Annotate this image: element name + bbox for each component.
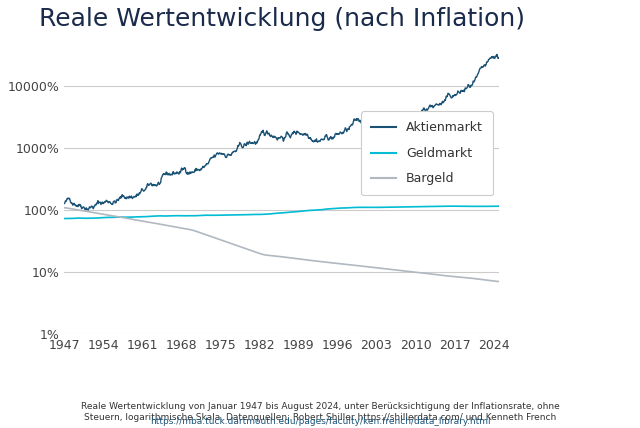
Title: Reale Wertentwicklung (nach Inflation): Reale Wertentwicklung (nach Inflation) (38, 7, 525, 31)
Geldmarkt (146, 214, 154, 219)
Aktienmarkt (493, 52, 500, 57)
Geldmarkt (156, 213, 164, 218)
Text: Reale Wertentwicklung von Januar 1947 bis August 2024, unter Berücksichtigung de: Reale Wertentwicklung von Januar 1947 bi… (81, 402, 559, 422)
Geldmarkt (77, 216, 85, 221)
Geldmarkt (263, 211, 271, 217)
Bargeld (146, 220, 154, 225)
Line: Bargeld: Bargeld (64, 208, 499, 282)
Bargeld (134, 218, 142, 223)
Geldmarkt (449, 204, 456, 209)
Bargeld (495, 279, 502, 284)
Bargeld (263, 253, 271, 258)
Aktienmarkt (84, 208, 92, 213)
Bargeld (357, 264, 365, 269)
Aktienmarkt (60, 201, 68, 206)
Aktienmarkt (495, 55, 502, 60)
Bargeld (60, 205, 68, 210)
Geldmarkt (134, 214, 142, 220)
Text: https://mba.tuck.dartmouth.edu/pages/faculty/ken.french/data_library.html: https://mba.tuck.dartmouth.edu/pages/fac… (150, 417, 490, 426)
Aktienmarkt (77, 205, 85, 210)
Geldmarkt (60, 216, 68, 221)
Aktienmarkt (134, 193, 142, 198)
Aktienmarkt (263, 130, 271, 135)
Aktienmarkt (156, 181, 164, 186)
Aktienmarkt (358, 121, 365, 126)
Geldmarkt (495, 204, 502, 209)
Legend: Aktienmarkt, Geldmarkt, Bargeld: Aktienmarkt, Geldmarkt, Bargeld (361, 111, 493, 196)
Aktienmarkt (147, 181, 154, 186)
Line: Geldmarkt: Geldmarkt (64, 206, 499, 219)
Bargeld (77, 208, 85, 213)
Geldmarkt (357, 205, 365, 210)
Line: Aktienmarkt: Aktienmarkt (64, 54, 499, 210)
Bargeld (156, 222, 164, 227)
